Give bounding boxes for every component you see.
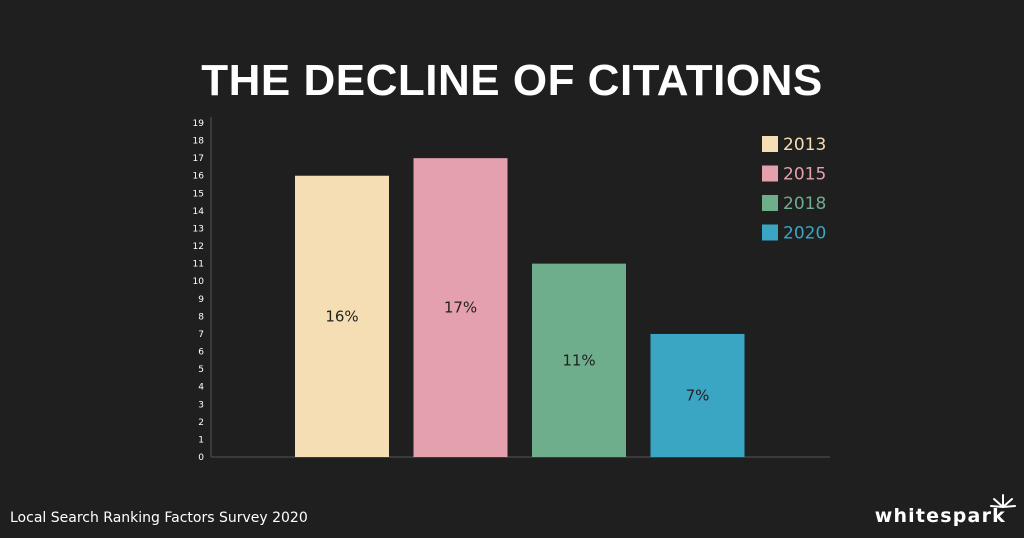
bar-2020 xyxy=(650,333,745,457)
y-tick-label: 16 xyxy=(193,172,205,182)
y-tick-label: 4 xyxy=(198,383,204,393)
y-tick-label: 11 xyxy=(193,260,204,270)
y-tick-label: 1 xyxy=(198,435,204,445)
bar-data-label: 7% xyxy=(686,386,710,404)
y-tick-label: 17 xyxy=(193,154,204,164)
y-tick-label: 6 xyxy=(198,348,204,358)
y-tick-label: 3 xyxy=(198,400,204,410)
y-tick-label: 2 xyxy=(198,418,204,428)
y-tick-label: 19 xyxy=(193,119,205,129)
chart-title: THE DECLINE OF CITATIONS xyxy=(201,56,823,105)
footer-caption: Local Search Ranking Factors Survey 2020 xyxy=(10,510,308,526)
y-tick-label: 13 xyxy=(193,224,204,234)
bar-2018 xyxy=(532,263,626,457)
legend-label: 2015 xyxy=(783,165,826,185)
y-tick-label: 12 xyxy=(193,242,204,252)
y-tick-label: 0 xyxy=(198,453,204,463)
y-tick-label: 18 xyxy=(193,137,205,147)
y-tick-label: 15 xyxy=(193,189,204,199)
brand-name: whitespark xyxy=(874,505,1006,527)
y-tick-label: 9 xyxy=(198,295,204,305)
y-tick-label: 8 xyxy=(198,312,204,322)
legend-swatch xyxy=(762,136,778,152)
sparkle-icon xyxy=(990,494,1016,508)
bar-2015 xyxy=(413,158,508,457)
y-tick-label: 10 xyxy=(193,277,205,287)
y-tick-label: 7 xyxy=(198,330,204,340)
bar-data-label: 17% xyxy=(444,299,477,317)
bar-2013 xyxy=(295,175,389,457)
y-tick-label: 14 xyxy=(193,207,205,217)
legend-swatch xyxy=(762,195,778,211)
legend-label: 2018 xyxy=(783,194,826,214)
legend-swatch xyxy=(762,224,778,241)
bar-data-label: 16% xyxy=(325,307,358,325)
legend-swatch xyxy=(762,165,778,182)
bar-data-label: 11% xyxy=(562,351,595,369)
legend-label: 2020 xyxy=(783,224,826,244)
legend-label: 2013 xyxy=(783,135,826,155)
y-tick-label: 5 xyxy=(198,365,204,375)
